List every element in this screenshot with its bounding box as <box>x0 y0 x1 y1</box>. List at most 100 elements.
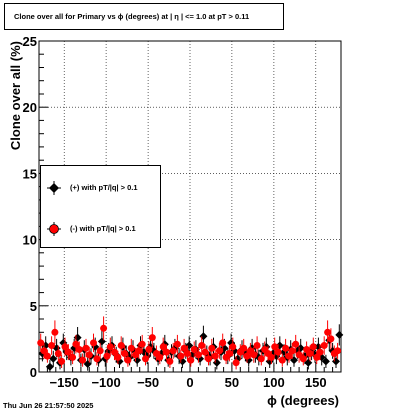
data-point <box>267 350 275 365</box>
data-point <box>229 337 237 357</box>
data-point <box>121 345 129 362</box>
data-point <box>292 334 300 354</box>
circle-marker <box>90 339 97 347</box>
circle-marker <box>40 347 48 355</box>
circle-marker <box>211 352 219 360</box>
circle-marker <box>271 343 279 351</box>
x-tick-label: −150 <box>50 375 79 390</box>
circle-marker <box>177 352 185 360</box>
data-point <box>250 346 258 363</box>
circle-marker <box>250 351 258 359</box>
data-point <box>51 320 59 345</box>
data-point <box>114 350 122 365</box>
circle-marker <box>114 353 122 361</box>
data-point <box>309 337 317 357</box>
data-point <box>148 327 156 349</box>
y-tick-label: 25 <box>23 34 37 49</box>
data-point <box>173 334 181 354</box>
data-point <box>327 328 335 350</box>
data-point <box>177 349 185 363</box>
circle-marker <box>163 348 170 356</box>
data-point <box>79 353 87 367</box>
data-point <box>187 353 195 367</box>
circle-marker <box>205 355 212 363</box>
data-point <box>208 338 216 358</box>
circle-marker <box>37 339 45 347</box>
data-point <box>37 333 45 353</box>
circle-marker <box>313 353 321 361</box>
data-point <box>278 353 286 367</box>
data-point <box>194 346 202 363</box>
data-point <box>334 342 342 359</box>
legend: (+) with pT/|q| > 0.1 (-) with pT/|q| > … <box>40 165 161 248</box>
data-point <box>54 345 62 362</box>
circle-marker <box>316 348 324 356</box>
circle-marker <box>159 343 167 351</box>
circle-marker <box>225 350 233 357</box>
circle-marker <box>327 335 335 343</box>
circle-marker <box>292 340 300 348</box>
circle-marker <box>253 342 261 349</box>
circle-marker <box>243 352 251 360</box>
x-tick-label: −50 <box>137 375 159 390</box>
data-point <box>69 350 77 365</box>
circle-marker <box>208 344 216 352</box>
circle-marker <box>267 353 275 361</box>
circle-marker <box>219 339 227 347</box>
circle-marker <box>282 344 290 352</box>
circle-marker <box>100 324 108 332</box>
circle-marker <box>232 359 240 367</box>
circle-marker <box>156 353 164 361</box>
y-tick-label: 5 <box>30 299 37 314</box>
circle-marker <box>64 348 72 356</box>
circle-marker-icon <box>47 222 61 236</box>
y-axis-label: Clone over all (%) <box>8 41 23 150</box>
data-point <box>184 345 191 362</box>
circle-marker <box>180 344 188 352</box>
circle-marker <box>135 347 143 355</box>
circle-marker <box>51 328 59 336</box>
data-point <box>85 346 93 363</box>
circle-marker <box>61 343 69 351</box>
data-point <box>163 344 170 361</box>
x-tick-label: 100 <box>263 375 285 390</box>
x-tick-label: 50 <box>225 375 239 390</box>
data-point <box>211 349 219 363</box>
circle-marker <box>324 328 332 336</box>
axis-layer: −150 −100 −50 0 50 100 150 0 5 10 15 20 25 <box>23 34 334 390</box>
data-point <box>127 338 135 358</box>
diamond-marker <box>49 354 58 363</box>
y-tick-label: 20 <box>23 100 37 115</box>
data-point <box>138 334 146 354</box>
chart-title: Clone over all for Primary vs ϕ (degrees… <box>14 12 250 21</box>
data-point <box>169 342 177 359</box>
circle-marker <box>194 351 202 359</box>
data-point <box>152 345 160 362</box>
data-point <box>48 336 56 355</box>
data-point <box>90 333 97 353</box>
data-point <box>330 345 338 362</box>
data-point <box>257 352 265 366</box>
circle-marker <box>173 340 181 348</box>
data-point <box>75 341 83 358</box>
circle-marker <box>124 356 132 364</box>
circle-marker <box>148 334 156 342</box>
circle-marker <box>190 346 198 353</box>
x-tick-label: 150 <box>305 375 327 390</box>
timestamp: Thu Jun 26 21:57:50 2025 <box>3 401 94 410</box>
circle-marker <box>96 347 104 355</box>
y-tick-label: 10 <box>23 233 37 248</box>
circle-marker <box>184 350 191 357</box>
y-tick-label: 15 <box>23 166 37 181</box>
data-point <box>271 337 279 357</box>
x-tick-label: −100 <box>91 375 120 390</box>
series-layer <box>37 316 344 372</box>
data-point <box>324 320 332 345</box>
circle-marker <box>201 348 209 356</box>
data-point <box>299 352 307 366</box>
circle-marker <box>75 346 83 353</box>
y-tick-label: 0 <box>30 365 37 380</box>
circle-marker <box>121 350 129 357</box>
data-point <box>58 354 66 368</box>
data-point <box>117 336 125 355</box>
